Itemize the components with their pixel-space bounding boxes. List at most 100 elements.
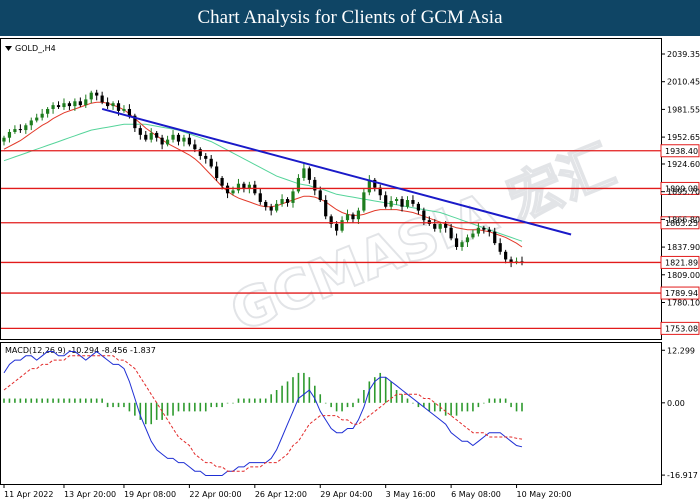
- macd-hist-bar: [444, 402, 447, 416]
- macd-hist-bar: [477, 402, 480, 408]
- price-tick-label: 1924.60: [667, 160, 700, 169]
- time-tick-label: 19 Apr 08:00: [124, 490, 176, 499]
- candle-body: [362, 192, 366, 211]
- macd-hist-bar: [117, 402, 120, 408]
- macd-hist-bar: [68, 398, 71, 403]
- support-resistance-levels: 1938.40 1899.08 1863.25 1821.89 1789.94 1753.…: [1, 144, 700, 335]
- symbol-dropdown-icon[interactable]: [5, 46, 12, 51]
- macd-axis: 12.299 0.00 -16.917: [661, 346, 698, 480]
- candle-body: [509, 259, 513, 263]
- candle-body: [411, 200, 415, 204]
- macd-tick-label: 0.00: [667, 399, 685, 408]
- candle-body: [187, 137, 191, 145]
- macd-hist-bar: [324, 402, 327, 404]
- level-tag: [660, 144, 700, 158]
- candle-body: [111, 103, 115, 107]
- candle-body: [493, 231, 497, 244]
- macd-hist-bar: [384, 377, 387, 403]
- candle-body: [106, 102, 110, 107]
- macd-hist-bar: [455, 402, 458, 416]
- candle-body: [285, 199, 290, 203]
- candle-body: [324, 200, 328, 217]
- candle-body: [258, 193, 262, 202]
- candle-body: [122, 108, 126, 111]
- candlesticks: [2, 89, 524, 268]
- level-label: 1899.08: [665, 184, 698, 193]
- macd-hist-bar: [134, 402, 136, 416]
- macd-hist-bar: [352, 402, 354, 408]
- macd-hist-bar: [264, 398, 267, 403]
- macd-hist-bar: [215, 402, 218, 408]
- macd-hist-bar: [177, 402, 180, 412]
- ma-slow-line: [3, 123, 523, 242]
- time-tick-label: 6 May 08:00: [451, 490, 501, 499]
- time-tick-label: 13 Apr 20:00: [64, 490, 116, 499]
- candle-body: [51, 105, 55, 109]
- candle-body: [471, 233, 475, 238]
- macd-hist-bar: [275, 390, 278, 403]
- candle-body: [46, 108, 50, 114]
- time-tick-label: 29 Apr 04:00: [320, 490, 372, 499]
- macd-hist-bar: [281, 385, 283, 403]
- macd-hist-bar: [450, 402, 452, 416]
- candle-body: [296, 177, 301, 192]
- candle-body: [171, 134, 175, 140]
- macd-hist-bar: [515, 402, 518, 412]
- candle-body: [465, 237, 470, 243]
- candle-body: [209, 158, 213, 167]
- macd-hist-bar: [101, 398, 103, 403]
- candle-body: [160, 137, 164, 145]
- candle-body: [416, 203, 420, 211]
- candle-body: [498, 243, 502, 252]
- macd-hist-bar: [499, 398, 501, 403]
- candle-body: [318, 190, 322, 201]
- macd-hist-bar: [237, 398, 240, 403]
- macd-hist-bar: [303, 372, 305, 403]
- macd-hist-bar: [232, 402, 234, 404]
- candle-body: [422, 210, 426, 221]
- level-tag: [660, 321, 700, 335]
- macd-hist-bar: [488, 398, 491, 403]
- level-tag: [660, 181, 700, 195]
- price-tick-label: 1981.55: [667, 105, 700, 114]
- price-tick-label: 1895.70: [667, 188, 700, 197]
- candle-body: [95, 92, 99, 96]
- candle-body: [329, 216, 333, 224]
- macd-hist-bar: [14, 398, 16, 403]
- macd-hist-bar: [90, 398, 93, 403]
- macd-hist-bar: [412, 402, 414, 404]
- level-label: 1821.89: [665, 258, 698, 267]
- candle-body: [56, 105, 61, 108]
- candle-body: [351, 214, 355, 220]
- candle-body: [433, 223, 437, 229]
- candle-body: [405, 200, 410, 207]
- moving-averages: [3, 101, 523, 248]
- macd-hist-bar: [390, 381, 392, 403]
- level-tag: [660, 255, 700, 269]
- candle-body: [487, 229, 491, 232]
- macd-label: MACD(12,26,9) -10.294 -8.456 -1.837: [5, 346, 156, 355]
- time-tick-label: 26 Apr 12:00: [255, 490, 307, 499]
- macd-hist-bar: [57, 398, 60, 403]
- time-tick-label: 11 Apr 2022: [4, 490, 53, 499]
- time-axis: 11 Apr 2022 13 Apr 20:00 19 Apr 08:00 22 Ap…: [3, 484, 571, 499]
- macd-hist-bar: [346, 402, 349, 408]
- macd-hist-bar: [25, 398, 27, 403]
- macd-hist-bar: [379, 372, 382, 403]
- macd-hist-bar: [428, 402, 431, 412]
- macd-hist-bar: [63, 398, 65, 403]
- macd-hist-bar: [504, 398, 507, 403]
- candle-body: [24, 125, 28, 131]
- candle-body: [149, 132, 153, 140]
- candle-body: [138, 128, 142, 135]
- macd-hist-bar: [188, 402, 191, 412]
- candle-body: [198, 149, 202, 156]
- candle-body: [400, 199, 404, 207]
- level-label: 1938.40: [665, 147, 698, 156]
- trendline-layer: [101, 108, 572, 236]
- time-tick-label: 3 May 16:00: [386, 490, 436, 499]
- candle-body: [269, 206, 273, 211]
- macd-hist-bar: [155, 402, 158, 420]
- macd-hist-bar: [510, 402, 512, 408]
- macd-hist-bar: [297, 372, 300, 403]
